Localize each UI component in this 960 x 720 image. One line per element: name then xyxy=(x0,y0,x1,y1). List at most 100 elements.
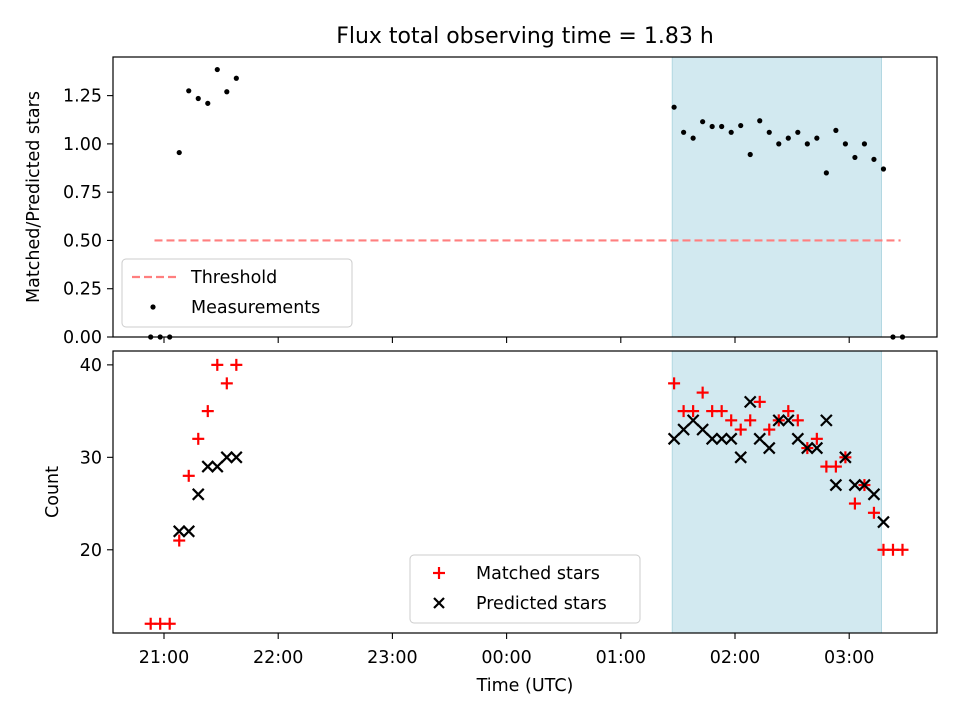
predicted-point xyxy=(820,414,833,427)
series-counts xyxy=(144,358,909,630)
predicted-point xyxy=(858,478,871,492)
predicted-point xyxy=(801,441,814,455)
predicted-point xyxy=(782,414,795,427)
measurement-point xyxy=(176,149,182,156)
matched-point xyxy=(696,386,709,399)
predicted-point xyxy=(182,525,196,538)
predicted-point xyxy=(829,478,843,492)
predicted-point xyxy=(677,423,690,436)
predicted-point xyxy=(667,432,681,446)
matched-point xyxy=(211,358,224,371)
matched-point xyxy=(896,543,909,556)
y-tick-label: 0.75 xyxy=(63,183,102,203)
predicted-point xyxy=(220,451,234,464)
matched-point xyxy=(753,395,766,408)
measurement-point xyxy=(795,129,801,135)
y-tick-label: 1.25 xyxy=(63,87,102,107)
measurement-point xyxy=(233,75,239,81)
y-tick-label: 40 xyxy=(80,356,102,376)
matched-point xyxy=(182,469,195,482)
measurement-point xyxy=(757,118,763,124)
measurement-point xyxy=(747,151,753,158)
x-tick-label: 22:00 xyxy=(253,648,303,668)
measurement-point xyxy=(871,156,877,162)
measurement-point xyxy=(823,170,829,176)
matched-point xyxy=(725,414,738,427)
matched-point xyxy=(687,405,700,418)
matched-point xyxy=(867,506,880,519)
measurement-point xyxy=(852,154,858,161)
panel-ratio-frame xyxy=(112,56,938,338)
x-tick-label: 02:00 xyxy=(710,648,760,668)
predicted-point xyxy=(191,488,205,501)
legend-matched-label: Matched stars xyxy=(476,564,600,584)
matched-point xyxy=(791,414,804,427)
matched-point xyxy=(192,432,205,445)
legend-ratio: Threshold Measurements xyxy=(121,258,353,328)
measurement-point xyxy=(842,141,848,147)
matched-point xyxy=(163,617,176,630)
x-tick-label: 01:00 xyxy=(596,648,646,668)
predicted-point xyxy=(230,451,243,464)
legend-predicted-swatch xyxy=(433,597,445,609)
legend-matched-swatch xyxy=(433,567,445,579)
panel-ratio: Flux total observing time = 1.83 h Match… xyxy=(24,24,938,348)
predicted-point xyxy=(772,414,786,427)
matched-point xyxy=(230,358,243,371)
panel-counts-shade xyxy=(671,350,882,634)
chart-title: Flux total observing time = 1.83 h xyxy=(336,24,714,49)
matched-point xyxy=(782,405,795,418)
predicted-point xyxy=(705,432,719,446)
y-tick-label: 20 xyxy=(80,541,102,561)
matched-point xyxy=(668,377,681,390)
panel-ratio-shade xyxy=(671,56,882,338)
legend-ratio-box xyxy=(121,258,353,328)
matched-point xyxy=(829,460,842,473)
y-ticks-ratio: 0.00 0.25 0.50 0.75 1.00 1.25 xyxy=(63,87,113,348)
matched-point xyxy=(763,423,776,436)
panel-counts: Count Time (UTC) 20 30 40 21:00 22:00 23:00 0… xyxy=(43,350,938,696)
measurement-point xyxy=(776,141,782,147)
predicted-point xyxy=(753,432,767,446)
measurement-point xyxy=(709,123,715,130)
matched-point xyxy=(848,497,861,510)
panel-counts-frame xyxy=(112,350,938,634)
measurement-point xyxy=(814,135,820,141)
measurement-point xyxy=(214,66,220,73)
matched-point xyxy=(201,405,214,418)
measurement-point xyxy=(861,141,868,147)
predicted-point xyxy=(810,441,824,455)
x-ticks-counts: 21:00 22:00 23:00 00:00 01:00 02:00 03:00 xyxy=(139,633,874,668)
measurement-point xyxy=(728,129,734,135)
measurement-point xyxy=(880,166,887,172)
measurement-point xyxy=(719,123,725,130)
measurement-point xyxy=(186,88,192,94)
x-ticks-ratio xyxy=(163,337,850,343)
y-tick-label: 30 xyxy=(80,448,102,468)
matched-point xyxy=(734,423,747,436)
y-tick-label: 1.00 xyxy=(63,135,102,155)
measurement-point xyxy=(224,89,230,95)
legend-predicted-label: Predicted stars xyxy=(476,594,607,614)
measurement-point xyxy=(195,95,201,102)
matched-point xyxy=(220,377,233,390)
y-tick-label: 0.50 xyxy=(63,231,102,251)
predicted-point xyxy=(762,441,776,455)
predicted-point xyxy=(696,423,709,436)
y-ticks-counts: 20 30 40 xyxy=(80,356,113,561)
legend-measurements-swatch xyxy=(150,304,156,310)
predicted-point xyxy=(867,488,881,501)
y-tick-label: 0.25 xyxy=(63,280,102,300)
predicted-point xyxy=(791,432,805,446)
measurement-point xyxy=(681,129,687,135)
predicted-point xyxy=(172,525,186,538)
measurement-point xyxy=(205,100,211,106)
measurement-point xyxy=(690,135,696,141)
measurement-point xyxy=(833,127,839,133)
y-axis-label-ratio: Matched/Predicted stars xyxy=(24,91,44,303)
x-tick-label: 00:00 xyxy=(481,648,531,668)
predicted-point xyxy=(686,414,700,427)
predicted-point xyxy=(211,460,224,473)
predicted-point xyxy=(839,451,852,464)
